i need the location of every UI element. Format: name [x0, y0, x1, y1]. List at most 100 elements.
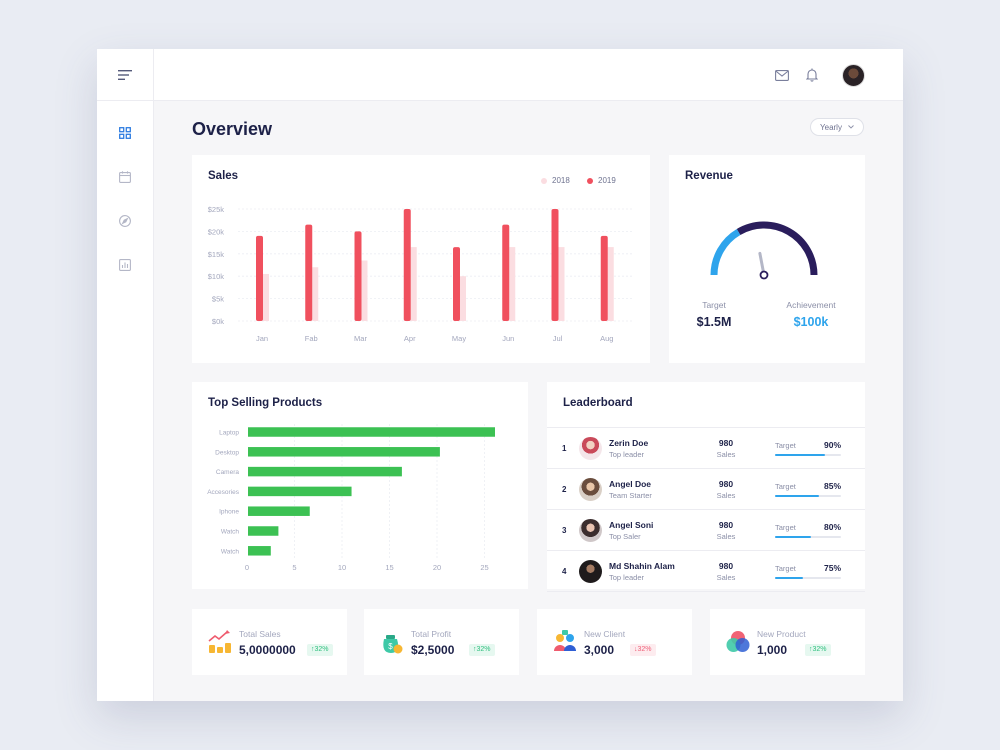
sales-x-tick: Apr: [404, 334, 416, 343]
clients-icon: [552, 629, 578, 655]
products-bar: [248, 546, 271, 556]
sales-bar-2019: [256, 235, 263, 321]
sales-y-tick: $10k: [208, 272, 225, 281]
sales-title: Sales: [208, 170, 239, 182]
stat-card[interactable]: Total Sales 5,0000000 ↑32%: [192, 609, 347, 675]
stat-label: New Client: [584, 629, 626, 639]
compass-icon: [119, 215, 131, 227]
products-y-label: Accesories: [207, 489, 240, 496]
stat-value: $2,5000: [411, 643, 455, 657]
revenue-card: Revenue Target $1.5M Achievement $100k: [669, 155, 865, 363]
bell-icon[interactable]: [803, 66, 821, 84]
sales-bar-2018: [509, 247, 516, 321]
leaderboard-progress-track: [775, 536, 841, 538]
leaderboard-score-label: Sales: [716, 450, 736, 459]
leaderboard-progress-fill: [775, 536, 811, 538]
stat-card[interactable]: New Client 3,000 ↓32%: [537, 609, 692, 675]
stat-value: 3,000: [584, 643, 615, 657]
sales-x-tick: Jul: [553, 334, 563, 343]
sales-bar-2018: [410, 247, 417, 321]
leaderboard-target-pct: 80%: [823, 522, 841, 532]
avatar: [579, 519, 602, 542]
products-y-label: Desktop: [215, 449, 239, 456]
leaderboard-rank: 4: [562, 567, 567, 576]
target-value: $1.5M: [696, 315, 732, 329]
leaderboard-card: Leaderboard 1 Zerin Doe Top leader 980 S…: [547, 382, 865, 592]
sales-bar-2018: [460, 276, 466, 321]
trend-badge: ↑32%: [805, 644, 831, 656]
leaderboard-role: Top leader: [609, 573, 645, 582]
products-bar: [248, 486, 352, 497]
sidebar-nav: [97, 101, 153, 299]
products-bar: [248, 506, 310, 516]
leaderboard-target-label: Target: [775, 564, 796, 573]
sidebar-item-explore[interactable]: [115, 211, 135, 231]
leaderboard-name: Angel Soni: [609, 520, 654, 530]
sales-card: Sales 2018 2019 $0k $5k $10k $15k $20k $25k Ja…: [192, 155, 650, 363]
sidebar-item-reports[interactable]: [115, 255, 135, 275]
revenue-title: Revenue: [685, 170, 733, 182]
divider: [547, 427, 865, 428]
leaderboard-row[interactable]: 1 Zerin Doe Top leader 980 Sales Target …: [547, 428, 865, 469]
leaderboard-rank: 3: [562, 526, 567, 535]
leaderboard-progress-track: [775, 577, 841, 579]
top-products-chart: 0 5 10 15 20 25 Laptop Desktop Camera Accesories I…: [207, 424, 495, 572]
sales-bar-2018: [361, 260, 368, 321]
bar-chart-icon: [119, 259, 131, 271]
sales-bar-2019: [403, 209, 411, 321]
leaderboard-progress-fill: [775, 577, 803, 579]
sidebar-item-dashboard[interactable]: [115, 123, 135, 143]
leaderboard-progress-track: [775, 454, 841, 456]
sales-bar-2018: [607, 247, 614, 321]
legend-item-2018: 2018: [541, 176, 570, 185]
mail-icon[interactable]: [773, 66, 791, 84]
leaderboard-name: Md Shahin Alam: [609, 561, 675, 571]
products-x-tick: 0: [245, 563, 249, 572]
dashboard-window: Overview Yearly Sales 2018 2019 $0k $5k $1…: [97, 49, 903, 701]
trend-badge: ↑32%: [469, 644, 495, 656]
avatar[interactable]: [842, 64, 865, 87]
leaderboard-title: Leaderboard: [563, 397, 633, 409]
stat-label: New Product: [757, 629, 806, 639]
leaderboard-role: Team Starter: [609, 491, 652, 500]
leaderboard-rank: 1: [562, 444, 567, 453]
products-x-tick: 5: [292, 563, 296, 572]
leaderboard-progress-fill: [775, 454, 825, 456]
products-y-label: Watch: [221, 529, 240, 536]
menu-icon[interactable]: [117, 69, 133, 81]
leaderboard-progress-fill: [775, 495, 820, 497]
achievement-value: $100k: [793, 315, 829, 329]
stat-card[interactable]: $ Total Profit $2,5000 ↑32%: [364, 609, 519, 675]
legend-label-2018: 2018: [552, 176, 570, 185]
sales-bar-2019: [600, 235, 608, 321]
leaderboard-name: Angel Doe: [609, 479, 652, 489]
leaderboard-target-pct: 85%: [823, 481, 841, 491]
period-select[interactable]: Yearly: [810, 118, 864, 136]
products-x-tick: 15: [385, 563, 393, 572]
trend-badge: ↓32%: [630, 644, 656, 656]
products-bar: [248, 466, 402, 477]
legend-item-2019: 2019: [587, 176, 616, 185]
sales-x-tick: May: [452, 334, 466, 343]
topbar: [154, 49, 903, 101]
leaderboard-row[interactable]: 3 Angel Soni Top Saler 980 Sales Target …: [547, 510, 865, 551]
trending-coins-icon: [207, 629, 233, 655]
leaderboard-role: Top leader: [609, 450, 645, 459]
leaderboard-target-pct: 90%: [823, 440, 841, 450]
sales-y-tick: $0k: [212, 317, 224, 326]
leaderboard-score: 980: [718, 520, 734, 530]
chevron-down-icon: [848, 125, 854, 129]
products-x-tick: 25: [480, 563, 488, 572]
leaderboard-role: Top Saler: [609, 532, 641, 541]
sidebar-item-calendar[interactable]: [115, 167, 135, 187]
stat-card[interactable]: New Product 1,000 ↑32%: [710, 609, 865, 675]
svg-text:$: $: [388, 642, 393, 651]
stat-value: 5,0000000: [239, 643, 296, 657]
leaderboard-row[interactable]: 2 Angel Doe Team Starter 980 Sales Targe…: [547, 469, 865, 510]
sales-bar-2019: [354, 231, 362, 321]
sales-y-tick: $25k: [208, 205, 225, 214]
avatar: [579, 437, 602, 460]
leaderboard-row[interactable]: 4 Md Shahin Alam Top leader 980 Sales Ta…: [547, 551, 865, 592]
sales-x-tick: Jun: [502, 334, 514, 343]
leaderboard-rank: 2: [562, 485, 567, 494]
